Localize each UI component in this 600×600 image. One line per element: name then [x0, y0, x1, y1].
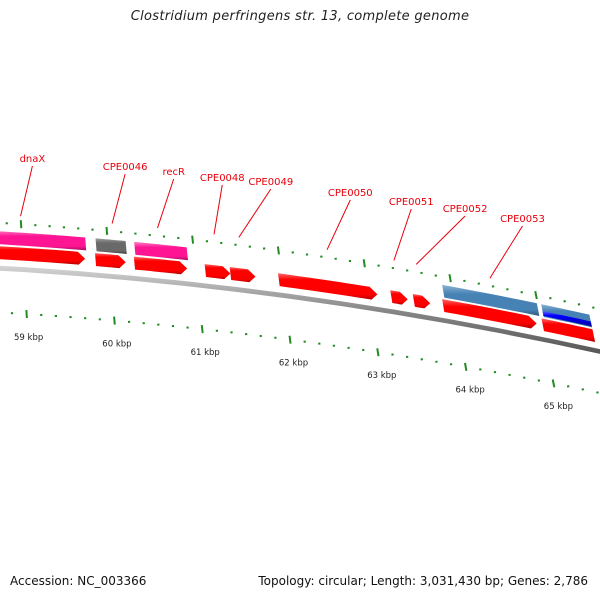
feature-CPE0050[interactable]	[278, 273, 378, 300]
top-major-tick	[362, 259, 366, 268]
backbone-layer	[0, 265, 600, 354]
top-major-tick	[191, 235, 195, 244]
scale-major-tick	[464, 362, 468, 371]
scale-label: 62 kbp	[279, 359, 308, 369]
scale-label: 61 kbp	[191, 348, 220, 358]
gene-label-leader	[20, 165, 33, 217]
feature-dnaX[interactable]	[0, 230, 87, 251]
feature-dnaX-cds[interactable]	[0, 245, 86, 265]
scale-major-tick	[551, 379, 556, 388]
feature-CPE0049[interactable]	[229, 267, 256, 283]
feature-CPE0053-cds[interactable]	[442, 299, 537, 329]
accession-text: Accession: NC_003366	[10, 574, 147, 588]
feature-CPE0046[interactable]	[95, 238, 127, 254]
scale-label: 65 kbp	[544, 402, 573, 412]
scale-major-tick	[200, 325, 204, 334]
feature-next-cds[interactable]	[541, 318, 596, 342]
gene-label-leader	[238, 188, 272, 238]
feature-CPE0051[interactable]	[390, 290, 408, 305]
gene-label[interactable]: CPE0052	[443, 204, 488, 215]
gene-label-layer: dnaX CPE0046 recR CPE0048 CPE0049 CPE0050 CPE0…	[20, 154, 545, 279]
scale-label: 64 kbp	[456, 386, 485, 396]
top-major-tick	[105, 226, 109, 235]
gene-label[interactable]: CPE0048	[200, 173, 245, 184]
genome-summary-text: Topology: circular; Length: 3,031,430 bp…	[258, 574, 588, 588]
gene-label[interactable]: CPE0049	[248, 177, 293, 188]
gene-label[interactable]: CPE0053	[500, 214, 545, 225]
scale-major-tick	[113, 316, 116, 325]
genome-backbone	[0, 265, 600, 354]
feature-CPE0048[interactable]	[204, 264, 231, 280]
feature-CPE0053[interactable]	[442, 284, 540, 317]
feature-CPE0046-cds[interactable]	[94, 253, 126, 269]
gene-label[interactable]: CPE0051	[389, 197, 434, 208]
top-major-tick	[276, 246, 280, 255]
gene-label-leader	[111, 173, 126, 224]
scale-label: 63 kbp	[367, 371, 396, 381]
top-major-tick	[448, 274, 452, 283]
feature-CPE0052[interactable]	[412, 293, 431, 309]
tick-layer	[5, 220, 595, 309]
gene-label-leader	[489, 225, 523, 279]
scale-major-tick	[376, 348, 380, 357]
gene-label-leader	[393, 208, 412, 261]
gene-label-leader	[213, 184, 223, 235]
scale-label: 60 kbp	[102, 340, 131, 350]
feature-layer	[0, 230, 596, 342]
gene-label-leader	[415, 215, 466, 265]
scale-layer: 59 kbp 60 kbp 61 kbp 62 kbp 63 kbp 64 kbp 65 k…	[10, 309, 599, 412]
scale-label: 59 kbp	[14, 333, 43, 343]
gene-label-leader	[157, 178, 175, 229]
top-major-tick	[534, 291, 538, 300]
gene-label-leader	[326, 199, 351, 250]
gene-label[interactable]: recR	[162, 167, 185, 178]
feature-recR[interactable]	[134, 241, 189, 261]
map-title: Clostridium perfringens str. 13, complet…	[130, 9, 470, 24]
gene-label[interactable]: CPE0046	[103, 162, 148, 173]
feature-next-gene-inner[interactable]	[542, 311, 592, 327]
feature-recR-cds[interactable]	[133, 256, 188, 275]
gene-label[interactable]: dnaX	[20, 154, 46, 165]
gene-label[interactable]: CPE0050	[328, 188, 373, 199]
scale-major-tick	[288, 335, 292, 344]
